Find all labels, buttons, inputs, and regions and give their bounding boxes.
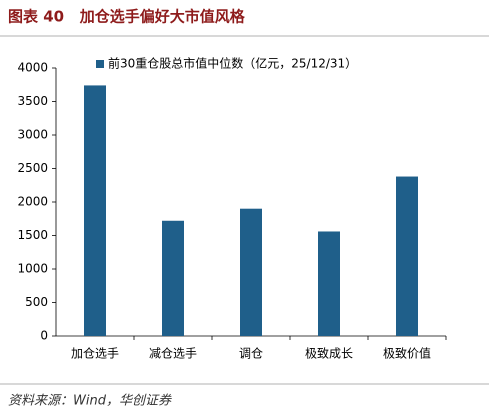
x-tick-label: 极致成长 (305, 347, 353, 361)
chart-title: 图表 40 加仓选手偏好大市值风格 (8, 8, 246, 26)
y-tick-label: 4000 (17, 61, 48, 75)
y-tick-label: 1500 (17, 228, 48, 242)
legend-label: 前30重仓股总市值中位数（亿元，25/12/31） (108, 56, 357, 71)
bar (396, 176, 418, 336)
bar (84, 85, 106, 336)
y-tick-label: 3500 (17, 94, 48, 108)
legend-swatch (96, 60, 104, 68)
source: 资料来源：Wind，华创证券 (8, 394, 172, 409)
x-tick-label: 减仓选手 (149, 347, 197, 361)
y-tick-label: 500 (25, 295, 48, 309)
x-tick-label: 极致价值 (383, 346, 431, 361)
x-tick-label: 加仓选手 (71, 347, 119, 361)
x-tick-label: 调仓 (239, 347, 263, 361)
y-tick-label: 2500 (17, 161, 48, 175)
y-tick-label: 3000 (17, 128, 48, 142)
bar (318, 231, 340, 336)
bar (240, 208, 262, 336)
y-tick-label: 1000 (17, 262, 48, 276)
y-tick-label: 0 (40, 329, 48, 343)
y-tick-label: 2000 (17, 195, 48, 209)
bar (162, 220, 184, 336)
